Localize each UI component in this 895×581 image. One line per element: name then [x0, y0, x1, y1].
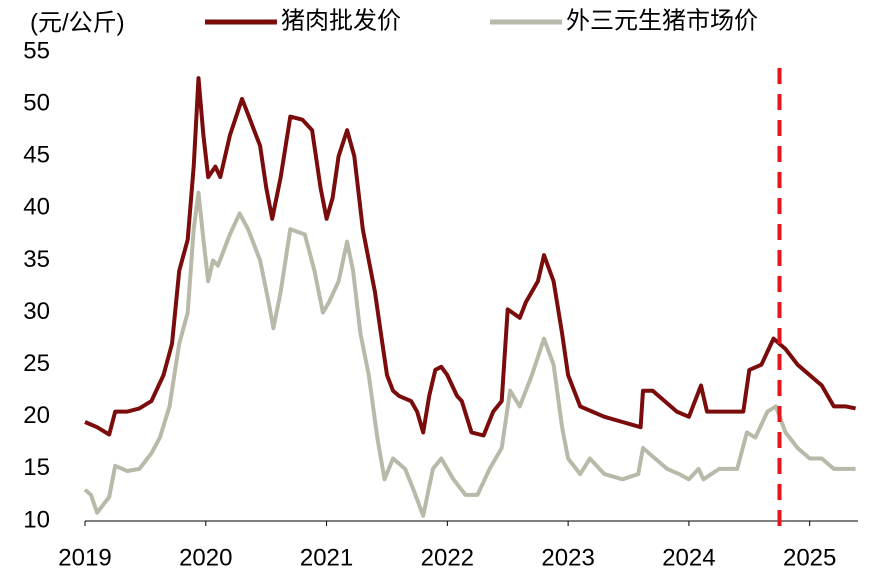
y-tick-label: 35 — [23, 246, 50, 273]
y-tick-label: 25 — [23, 350, 50, 377]
x-tick-label: 2023 — [541, 544, 594, 571]
y-tick-label: 10 — [23, 506, 50, 533]
x-tick-label: 2025 — [783, 544, 836, 571]
series-line — [84, 76, 857, 438]
y-tick-label: 55 — [23, 37, 50, 64]
y-tick-label: 40 — [23, 194, 50, 221]
y-tick-label: 45 — [23, 142, 50, 169]
y-tick-label: 30 — [23, 298, 50, 325]
y-axis-unit: (元/公斤) — [30, 9, 125, 36]
y-tick-label: 15 — [23, 454, 50, 481]
y-tick-label: 20 — [23, 402, 50, 429]
x-tick-label: 2024 — [662, 544, 715, 571]
x-tick-label: 2020 — [179, 544, 232, 571]
series-line — [83, 190, 856, 518]
legend-label: 猪肉批发价 — [281, 7, 401, 34]
x-tick-label: 2019 — [58, 544, 111, 571]
legend: 猪肉批发价 外三元生猪市场价 — [205, 7, 758, 34]
legend-label: 外三元生猪市场价 — [566, 7, 758, 34]
y-tick-label: 50 — [23, 89, 50, 116]
x-tick-label: 2021 — [300, 544, 353, 571]
x-tick-label: 2022 — [421, 544, 474, 571]
